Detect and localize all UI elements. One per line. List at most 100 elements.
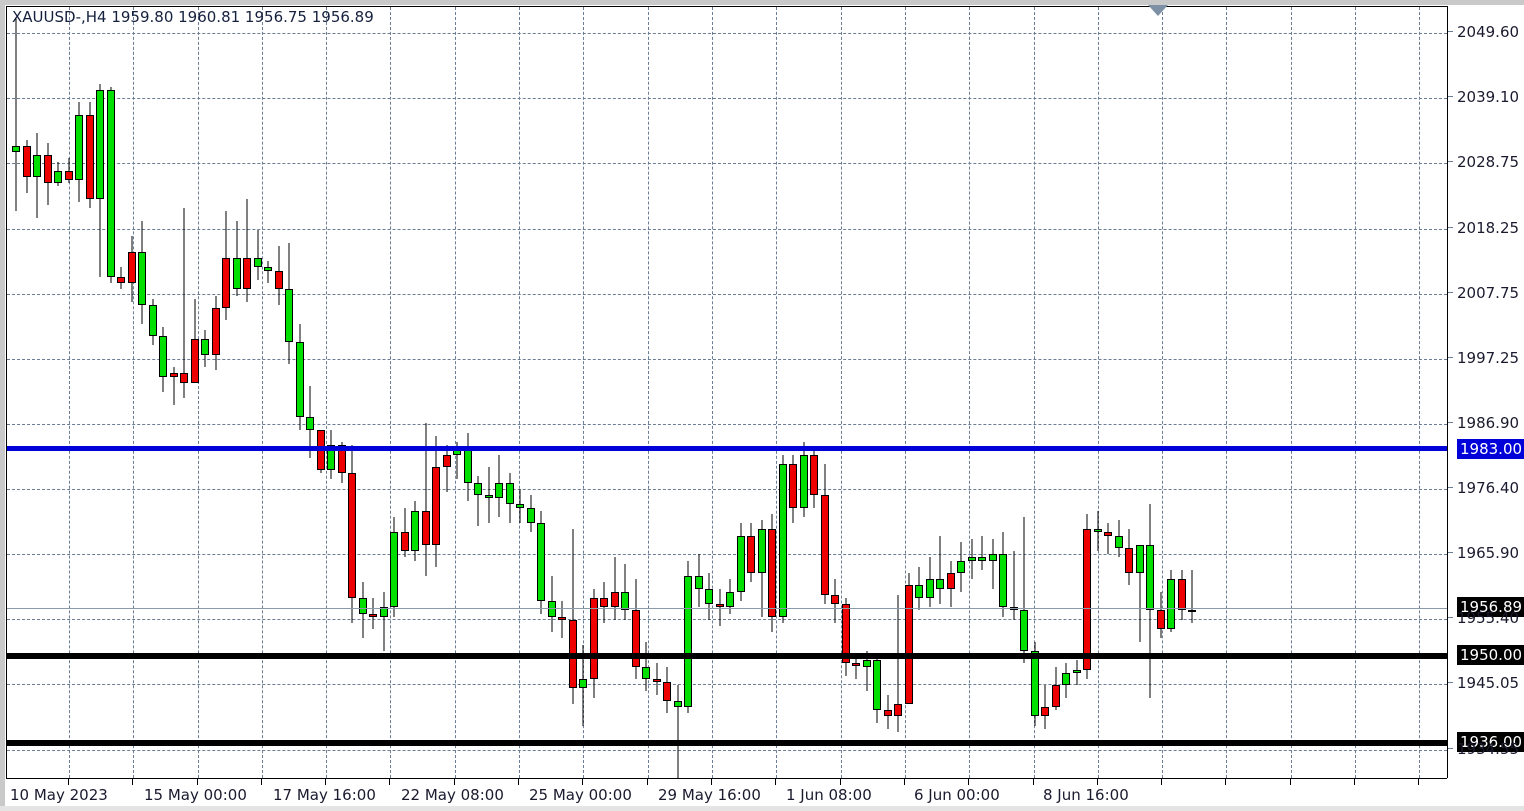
tick-mark bbox=[1448, 161, 1453, 162]
candlestick bbox=[726, 7, 734, 778]
price-axis-label: 2028.75 bbox=[1457, 153, 1520, 171]
candlestick bbox=[1115, 7, 1123, 778]
support-1950-line[interactable] bbox=[7, 653, 1447, 659]
chart-plot-area[interactable] bbox=[6, 6, 1447, 778]
candle-body-bearish bbox=[65, 170, 73, 181]
candle-body-bullish bbox=[863, 660, 871, 667]
candle-body-bullish bbox=[737, 535, 745, 592]
tick-mark bbox=[1448, 31, 1453, 32]
candle-body-bullish bbox=[779, 463, 787, 617]
candlestick bbox=[117, 7, 125, 778]
candle-body-bullish bbox=[1146, 544, 1154, 611]
candlestick bbox=[1188, 7, 1196, 778]
candlestick bbox=[716, 7, 724, 778]
candlestick bbox=[380, 7, 388, 778]
candlestick bbox=[1157, 7, 1165, 778]
tick-mark bbox=[1448, 552, 1453, 553]
time-axis-tick bbox=[261, 779, 262, 785]
candlestick bbox=[821, 7, 829, 778]
candlestick bbox=[464, 7, 472, 778]
horizontal-gridline bbox=[7, 294, 1447, 295]
candlestick bbox=[1052, 7, 1060, 778]
candle-body-bearish bbox=[275, 270, 283, 290]
candlestick bbox=[600, 7, 608, 778]
current-price-line[interactable] bbox=[7, 608, 1447, 609]
candle-body-bullish bbox=[285, 289, 293, 343]
price-axis-label: 1955.40 bbox=[1457, 609, 1520, 627]
candle-body-bearish bbox=[821, 495, 829, 595]
candle-body-bullish bbox=[1115, 535, 1123, 549]
candlestick bbox=[1167, 7, 1175, 778]
candle-body-bullish bbox=[54, 170, 62, 184]
candle-wick bbox=[1191, 569, 1193, 623]
candlestick bbox=[65, 7, 73, 778]
time-axis-tick bbox=[389, 779, 390, 785]
time-axis-tick bbox=[1225, 779, 1226, 785]
time-axis[interactable]: 10 May 2023 15 May 00:00 17 May 16:00 22 Ma… bbox=[6, 778, 1524, 806]
candle-wick bbox=[572, 529, 574, 704]
candle-body-bullish bbox=[978, 557, 986, 561]
price-axis[interactable]: 2049.60 2039.10 2028.75 2018.25 2007.75 1997.… bbox=[1447, 6, 1524, 778]
time-axis-label: 15 May 00:00 bbox=[144, 786, 247, 804]
window-frame-bottom bbox=[0, 806, 1524, 811]
candle-body-bullish bbox=[579, 678, 587, 689]
candlestick bbox=[180, 7, 188, 778]
candle-body-bearish bbox=[432, 467, 440, 545]
candle-body-bullish bbox=[1031, 650, 1039, 717]
candle-body-bearish bbox=[44, 155, 52, 184]
time-axis-tick bbox=[711, 779, 712, 785]
time-axis-tick bbox=[325, 779, 326, 785]
horizontal-gridline bbox=[7, 554, 1447, 555]
candle-body-bearish bbox=[558, 616, 566, 620]
candlestick bbox=[296, 7, 304, 778]
candle-wick bbox=[677, 685, 679, 778]
candle-wick bbox=[897, 594, 899, 732]
candle-body-bullish bbox=[684, 576, 692, 708]
candlestick bbox=[789, 7, 797, 778]
candle-body-bearish bbox=[590, 597, 598, 679]
horizontal-gridline bbox=[7, 359, 1447, 360]
candle-body-bearish bbox=[1052, 685, 1060, 708]
vertical-gridline bbox=[583, 7, 584, 778]
candlestick bbox=[149, 7, 157, 778]
candle-wick bbox=[866, 650, 868, 692]
time-axis-label: 17 May 16:00 bbox=[273, 786, 376, 804]
tick-mark bbox=[1448, 748, 1453, 749]
candlestick bbox=[107, 7, 115, 778]
candle-wick bbox=[1107, 523, 1109, 555]
candle-body-bearish bbox=[747, 535, 755, 573]
candle-body-bullish bbox=[411, 510, 419, 552]
vertical-gridline bbox=[326, 7, 327, 778]
candlestick bbox=[201, 7, 209, 778]
chart-canvas bbox=[7, 7, 1447, 778]
candle-body-bearish bbox=[894, 703, 902, 717]
candlestick bbox=[758, 7, 766, 778]
candlestick bbox=[254, 7, 262, 778]
candle-body-bullish bbox=[390, 532, 398, 608]
candle-wick bbox=[246, 198, 248, 302]
candlestick bbox=[327, 7, 335, 778]
vertical-gridline bbox=[69, 7, 70, 778]
candlestick bbox=[191, 7, 199, 778]
support-1936-line[interactable] bbox=[7, 740, 1447, 746]
candle-wick bbox=[992, 538, 994, 589]
candle-body-bearish bbox=[632, 610, 640, 667]
candle-wick bbox=[183, 208, 185, 399]
vertical-gridline bbox=[1162, 7, 1163, 778]
candle-body-bullish bbox=[642, 666, 650, 679]
time-axis-label: 10 May 2023 bbox=[10, 786, 108, 804]
resistance-1983-line[interactable] bbox=[7, 446, 1447, 451]
candle-body-bearish bbox=[348, 473, 356, 598]
candlestick bbox=[863, 7, 871, 778]
candlestick bbox=[1073, 7, 1081, 778]
candlestick bbox=[1178, 7, 1186, 778]
horizontal-gridline bbox=[7, 619, 1447, 620]
vertical-gridline bbox=[455, 7, 456, 778]
candlestick bbox=[1125, 7, 1133, 778]
candlestick bbox=[369, 7, 377, 778]
candle-body-bullish bbox=[296, 342, 304, 418]
tick-mark bbox=[1448, 422, 1453, 423]
chart-title-ohlc: XAUUSD-,H4 1959.80 1960.81 1956.75 1956.… bbox=[12, 8, 374, 26]
candlestick bbox=[1146, 7, 1154, 778]
